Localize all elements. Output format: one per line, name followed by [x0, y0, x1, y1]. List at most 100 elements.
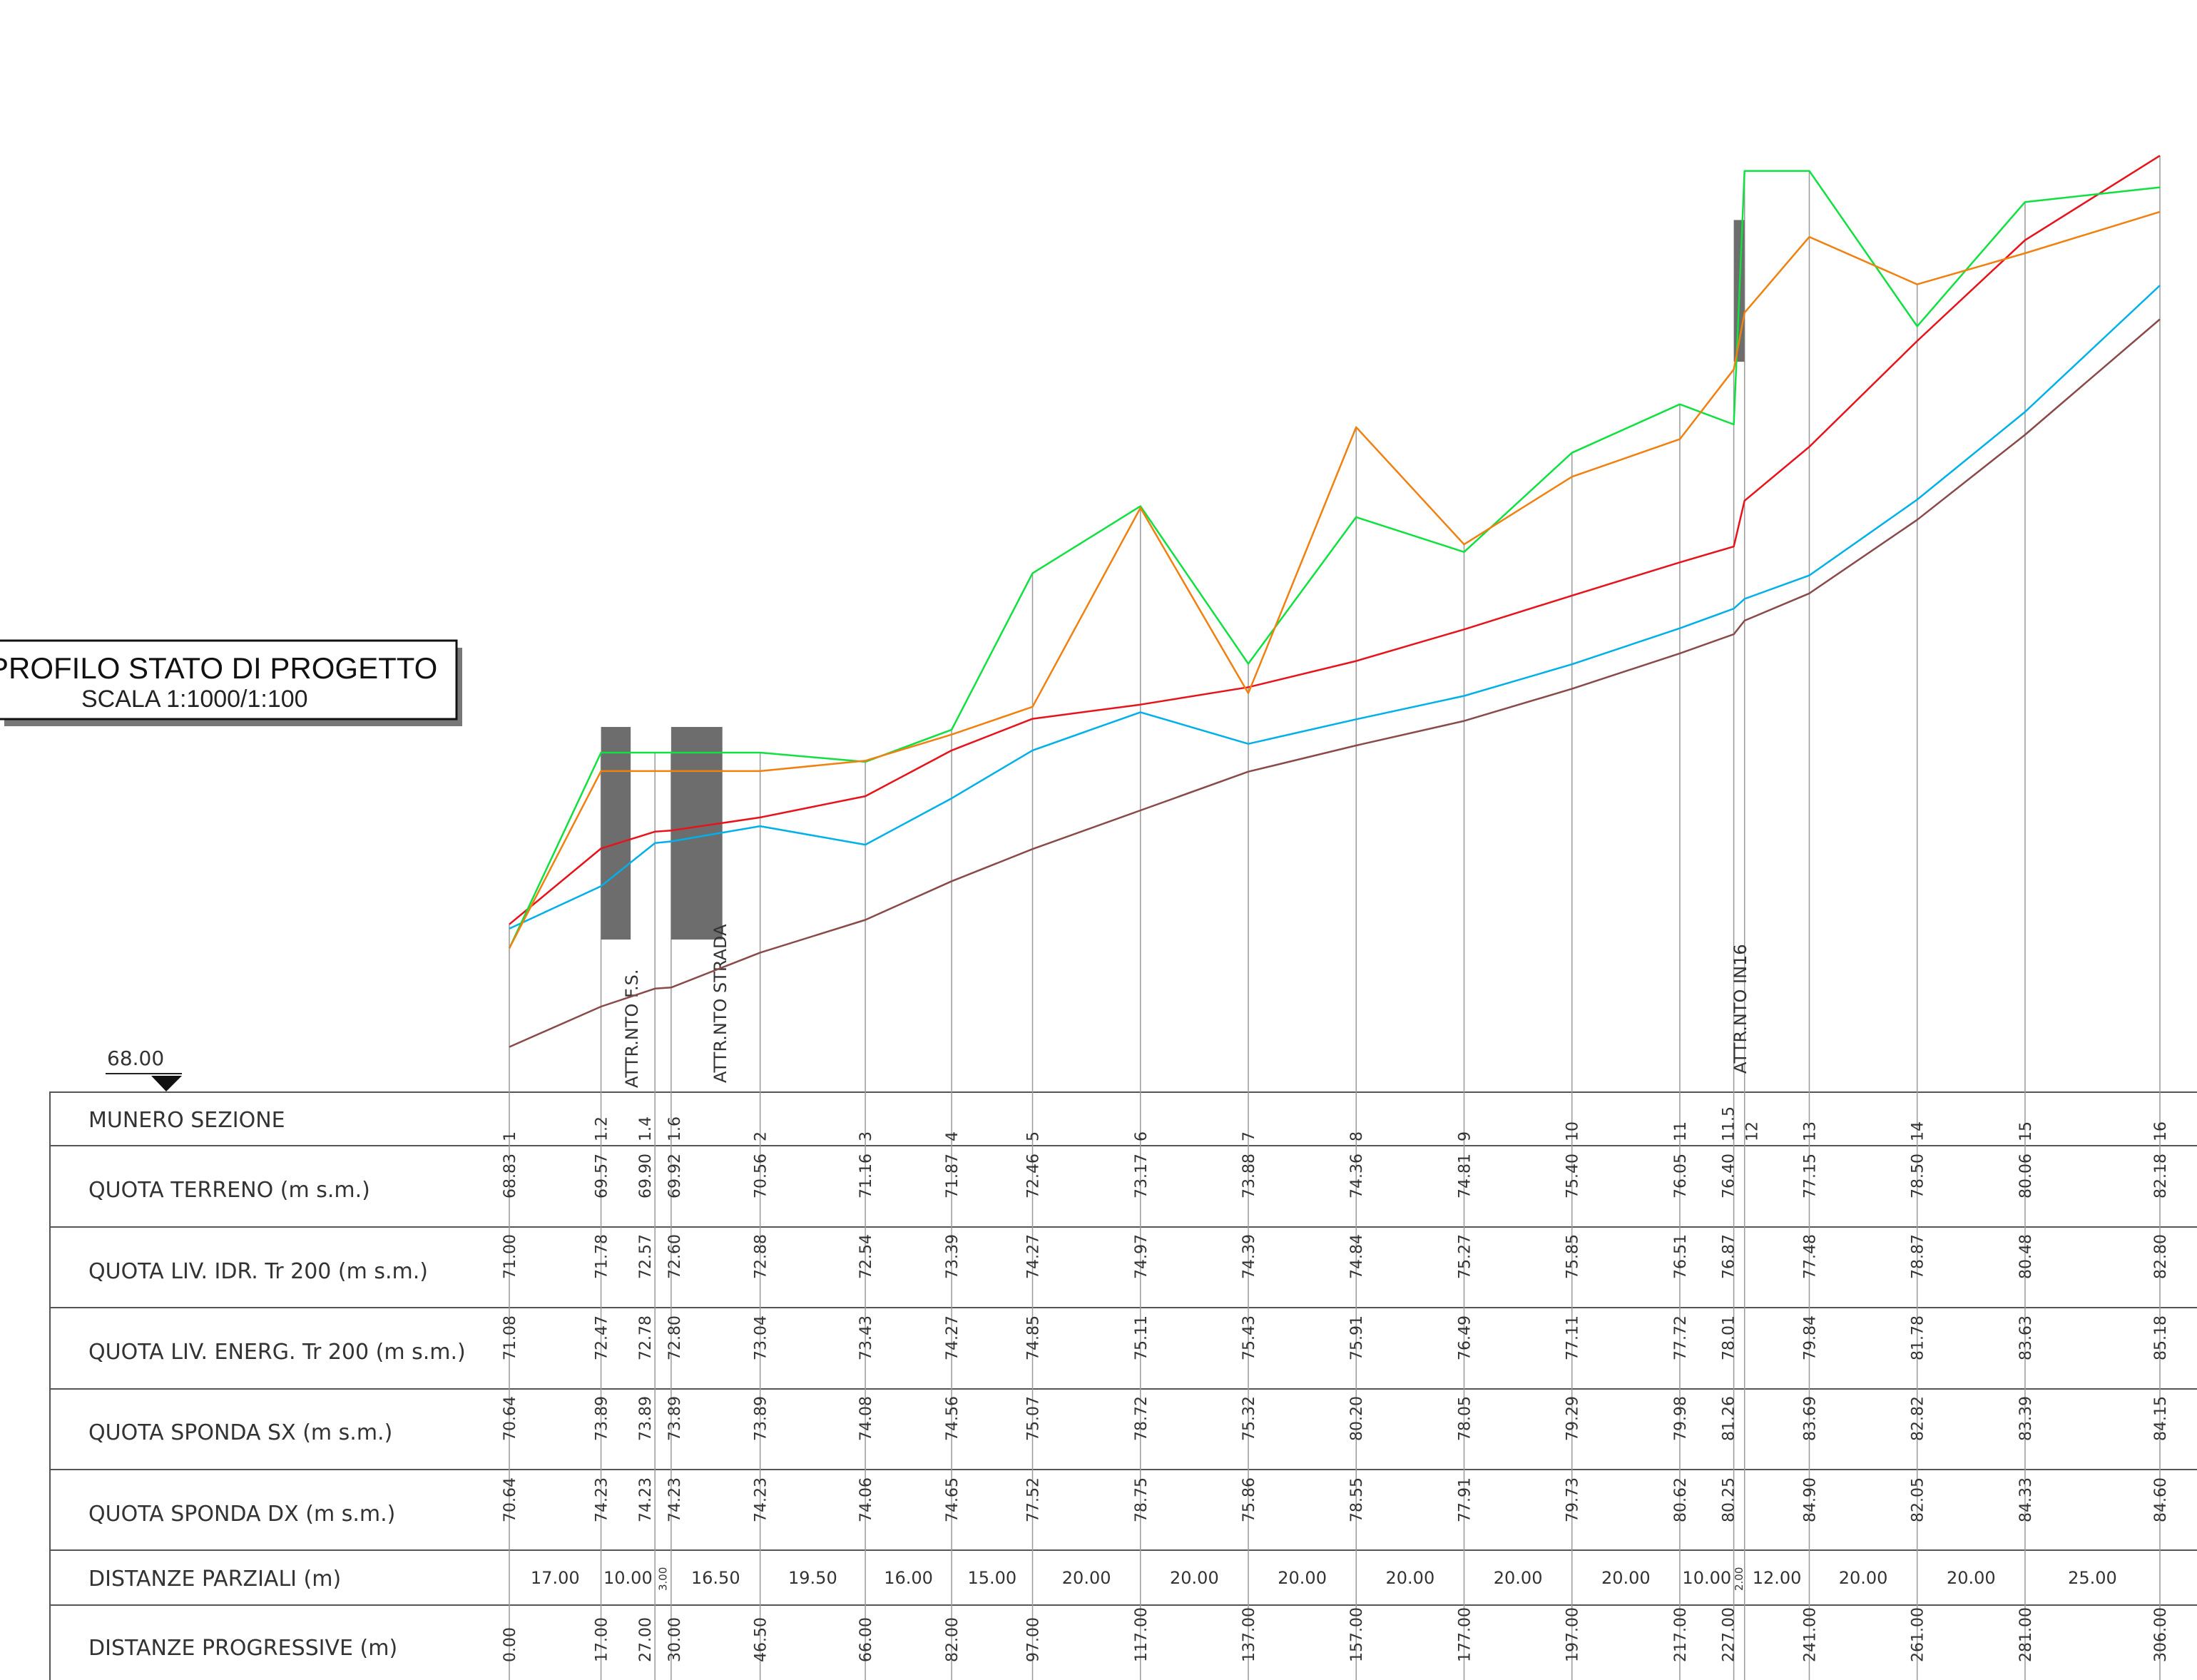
value-terreno: 77.15: [1801, 1154, 1819, 1198]
progressive-distance: 27.00: [637, 1617, 655, 1662]
value-idr: 75.85: [1564, 1234, 1582, 1279]
value-sx: 81.26: [1721, 1396, 1738, 1441]
partial-distance: 10.00: [1682, 1568, 1731, 1588]
section-number: 14: [1910, 1121, 1927, 1141]
progressive-distance: 241.00: [1801, 1607, 1819, 1662]
value-idr: 82.80: [2152, 1234, 2170, 1279]
value-terreno: 74.36: [1348, 1154, 1366, 1198]
value-dx: 84.33: [2017, 1477, 2035, 1522]
progressive-distance: 197.00: [1564, 1607, 1582, 1662]
value-energ: 73.04: [753, 1315, 770, 1360]
value-dx: 74.23: [666, 1477, 684, 1522]
value-sx: 74.08: [857, 1396, 875, 1441]
section-number: 15: [2017, 1121, 2035, 1141]
partial-distance: 20.00: [1170, 1568, 1219, 1588]
value-terreno: 76.05: [1672, 1154, 1690, 1198]
title-main: PROFILO STATO DI PROGETTO: [0, 651, 437, 685]
value-energ: 83.63: [2017, 1315, 2035, 1360]
value-idr: 72.88: [753, 1234, 770, 1279]
progressive-distance: 82.00: [944, 1617, 962, 1662]
section-number: 9: [1456, 1131, 1474, 1141]
value-dx: 84.90: [1801, 1477, 1819, 1522]
value-dx: 70.64: [501, 1477, 519, 1522]
profile-line-terreno: [509, 318, 2161, 1048]
section-number: 2: [753, 1131, 770, 1141]
partial-distance: 25.00: [2068, 1568, 2117, 1588]
profile-line-idr: [509, 285, 2161, 930]
partial-distance: 12.00: [1753, 1568, 1802, 1588]
progressive-distance: 30.00: [666, 1617, 684, 1662]
profile-lines: [508, 155, 2161, 1048]
value-idr: 73.39: [944, 1234, 962, 1279]
value-energ: 75.91: [1348, 1315, 1366, 1360]
partial-distance: 20.00: [1601, 1568, 1651, 1588]
partial-distance: 2.00: [1733, 1567, 1745, 1591]
value-energ: 72.78: [637, 1315, 655, 1360]
value-dx: 74.23: [593, 1477, 611, 1522]
section-number: 16: [2152, 1121, 2170, 1141]
value-idr: 76.51: [1672, 1234, 1690, 1279]
row-label-sx: QUOTA SPONDA SX (m s.m.): [88, 1420, 392, 1445]
value-idr: 80.48: [2017, 1234, 2035, 1279]
value-dx: 77.91: [1456, 1477, 1474, 1522]
value-energ: 74.85: [1025, 1315, 1043, 1360]
section-number: 10: [1564, 1121, 1582, 1141]
value-dx: 77.52: [1025, 1477, 1043, 1522]
progressive-distance: 46.50: [753, 1617, 770, 1662]
partial-distance: 17.00: [531, 1568, 580, 1588]
section-number: 1.6: [666, 1116, 684, 1141]
row-label-parziali: DISTANZE PARZIALI (m): [88, 1567, 341, 1592]
value-sx: 75.07: [1025, 1396, 1043, 1441]
section-number: 3: [857, 1131, 875, 1141]
progressive-distance: 281.00: [2017, 1607, 2035, 1662]
value-energ: 77.72: [1672, 1315, 1690, 1360]
value-idr: 78.87: [1910, 1234, 1927, 1279]
value-sx: 73.89: [593, 1396, 611, 1441]
value-sx: 73.89: [753, 1396, 770, 1441]
value-sx: 83.69: [1801, 1396, 1819, 1441]
value-terreno: 71.16: [857, 1154, 875, 1198]
value-idr: 71.78: [593, 1234, 611, 1279]
partial-distance: 20.00: [1839, 1568, 1888, 1588]
partial-distance: 16.00: [884, 1568, 933, 1588]
value-terreno: 69.57: [593, 1154, 611, 1198]
value-sx: 75.32: [1240, 1396, 1258, 1441]
value-energ: 75.43: [1240, 1315, 1258, 1360]
value-dx: 80.62: [1672, 1477, 1690, 1522]
section-number: 5: [1025, 1131, 1043, 1141]
value-sx: 78.05: [1456, 1396, 1474, 1441]
section-number: 13: [1801, 1121, 1819, 1141]
value-sx: 70.64: [501, 1396, 519, 1441]
value-idr: 76.87: [1721, 1234, 1738, 1279]
section-number: 7: [1240, 1131, 1258, 1141]
progressive-distance: 217.00: [1672, 1607, 1690, 1662]
section-number: 12: [1744, 1121, 1762, 1141]
value-sx: 82.82: [1910, 1396, 1927, 1441]
title-box: PROFILO STATO DI PROGETTO SCALA 1:1000/1…: [0, 639, 462, 726]
value-idr: 77.48: [1801, 1234, 1819, 1279]
value-terreno: 78.50: [1910, 1154, 1927, 1198]
partial-distance: 15.00: [967, 1568, 1016, 1588]
structures: [601, 220, 1745, 940]
row-label-idr: QUOTA LIV. IDR. Tr 200 (m s.m.): [88, 1259, 428, 1284]
profile-line-dx: [508, 170, 2161, 949]
value-idr: 74.27: [1025, 1234, 1043, 1279]
progressive-distance: 0.00: [501, 1627, 519, 1662]
value-terreno: 73.88: [1240, 1154, 1258, 1198]
value-energ: 72.47: [593, 1315, 611, 1360]
value-sx: 78.72: [1133, 1396, 1151, 1441]
value-terreno: 80.06: [2017, 1154, 2035, 1198]
value-dx: 74.23: [753, 1477, 770, 1522]
partial-distance: 20.00: [1062, 1568, 1111, 1588]
value-terreno: 68.83: [501, 1154, 519, 1198]
value-energ: 81.78: [1910, 1315, 1927, 1360]
section-number: 6: [1133, 1131, 1151, 1141]
value-dx: 82.05: [1910, 1477, 1927, 1522]
progressive-distance: 137.00: [1240, 1607, 1258, 1662]
value-terreno: 69.92: [666, 1154, 684, 1198]
value-energ: 79.84: [1801, 1315, 1819, 1360]
structure-block: [601, 727, 631, 940]
structure-label-fs: ATTR.NTO F.S.: [622, 969, 642, 1088]
section-number: 11: [1672, 1121, 1690, 1141]
value-sx: 74.56: [944, 1396, 962, 1441]
